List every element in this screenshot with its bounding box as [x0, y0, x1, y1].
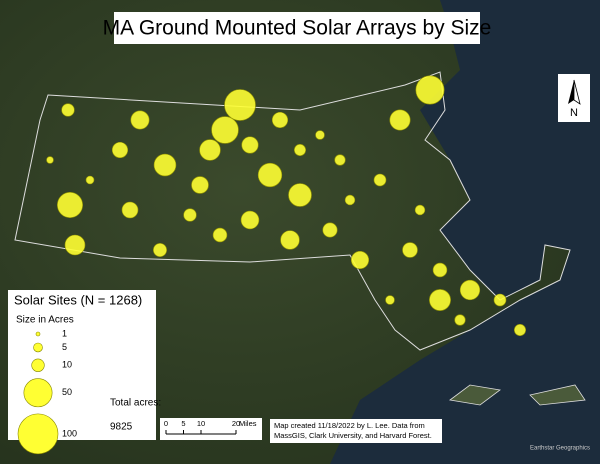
site	[459, 279, 481, 301]
scale-label: 20	[232, 419, 240, 428]
credit-line: Map created 11/18/2022 by L. Lee. Data f…	[274, 421, 425, 430]
site	[153, 243, 167, 257]
legend-label: 100	[62, 428, 77, 438]
legend-items: 1 5 10 50 100	[17, 328, 77, 455]
site	[130, 110, 150, 130]
legend-symbol	[33, 342, 43, 353]
site	[385, 295, 395, 305]
legend-label: 10	[62, 360, 72, 370]
site	[57, 192, 83, 218]
site	[224, 89, 256, 121]
site	[350, 250, 370, 270]
legend-title: Solar Sites (N = 1268)	[14, 292, 142, 307]
legend-symbol	[23, 378, 53, 408]
title: MA Ground Mounted Solar Arrays by Size	[103, 17, 492, 40]
north-label: N	[570, 107, 578, 119]
scale-unit: Miles	[239, 419, 257, 428]
basemap-credit: Earthstar Geographics	[530, 446, 590, 452]
site	[183, 208, 197, 222]
site	[191, 176, 209, 194]
total-label: Total acres:	[110, 398, 161, 409]
legend-symbol	[17, 413, 59, 455]
legend-subtitle: Size in Acres	[16, 315, 74, 326]
site	[46, 156, 54, 164]
total-value: 9825	[110, 422, 133, 433]
site	[288, 183, 312, 207]
north-arrow	[573, 79, 581, 105]
site	[111, 141, 129, 159]
islands	[449, 384, 586, 406]
site	[493, 293, 507, 307]
site	[454, 314, 466, 326]
legend-label: 50	[62, 387, 72, 397]
site	[240, 210, 260, 230]
site	[153, 153, 177, 177]
site	[389, 109, 411, 131]
site	[402, 242, 418, 258]
site	[322, 222, 338, 238]
site	[334, 154, 346, 166]
site	[85, 175, 95, 185]
north-arrow	[568, 80, 574, 104]
scale-label: 0	[164, 419, 168, 428]
legend-label: 1	[62, 328, 67, 338]
legend-symbol	[31, 358, 45, 372]
site	[64, 234, 86, 256]
site	[432, 262, 448, 278]
site	[271, 111, 289, 129]
site	[257, 162, 283, 188]
scale-label: 5	[181, 419, 185, 428]
site	[212, 227, 228, 243]
site	[121, 201, 139, 219]
site	[315, 130, 325, 140]
site	[514, 324, 526, 336]
site	[280, 230, 300, 250]
state-outline	[14, 71, 571, 351]
site	[294, 144, 306, 156]
site	[61, 103, 75, 117]
sites	[46, 75, 526, 336]
ocean	[330, 0, 600, 464]
site	[344, 194, 356, 206]
legend-label: 5	[62, 342, 67, 352]
site	[373, 173, 387, 187]
legend-symbol	[35, 331, 41, 337]
scale-label: 10	[197, 419, 205, 428]
site	[241, 136, 259, 154]
site	[414, 204, 426, 216]
title-box	[114, 12, 480, 44]
credit-line: MassGIS, Clark University, and Harvard F…	[274, 431, 432, 440]
site	[415, 75, 445, 105]
site	[211, 116, 239, 144]
site	[199, 139, 221, 161]
credit-box	[270, 419, 442, 443]
site	[429, 289, 451, 311]
